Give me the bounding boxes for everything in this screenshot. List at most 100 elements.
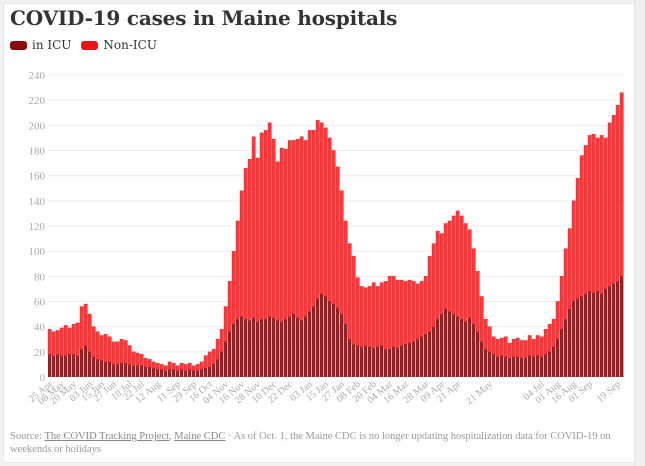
bar-icu[interactable] [240, 316, 244, 377]
bar-icu[interactable] [448, 311, 452, 377]
bar-icu[interactable] [256, 321, 260, 377]
bar-non-icu[interactable] [399, 279, 404, 346]
bar-icu[interactable] [584, 293, 588, 377]
bar-non-icu[interactable] [239, 190, 244, 317]
bar-icu[interactable] [620, 276, 624, 377]
bar-non-icu[interactable] [95, 331, 100, 360]
bar-non-icu[interactable] [279, 147, 284, 322]
bar-non-icu[interactable] [187, 362, 192, 370]
bar-icu[interactable] [80, 349, 84, 377]
bar-icu[interactable] [284, 319, 288, 377]
bar-non-icu[interactable] [407, 279, 412, 344]
bar-non-icu[interactable] [259, 132, 264, 320]
bar-non-icu[interactable] [319, 122, 324, 295]
bar-icu[interactable] [276, 320, 280, 377]
bar-non-icu[interactable] [71, 323, 76, 355]
bar-icu[interactable] [52, 355, 56, 377]
bar-icu[interactable] [260, 319, 264, 377]
bar-non-icu[interactable] [307, 130, 312, 312]
bar-non-icu[interactable] [551, 318, 556, 348]
legend-item-icu[interactable]: in ICU [10, 38, 71, 52]
bar-non-icu[interactable] [587, 135, 592, 292]
bar-icu[interactable] [332, 304, 336, 377]
bar-non-icu[interactable] [555, 301, 560, 340]
bar-icu[interactable] [164, 370, 168, 377]
bar-non-icu[interactable] [151, 361, 156, 369]
bar-icu[interactable] [344, 324, 348, 377]
bar-icu[interactable] [232, 324, 236, 377]
bar-non-icu[interactable] [607, 122, 612, 287]
bar-non-icu[interactable] [51, 331, 56, 356]
bar-icu[interactable] [300, 320, 304, 377]
bar-icu[interactable] [204, 368, 208, 377]
bar-non-icu[interactable] [283, 149, 288, 320]
bar-non-icu[interactable] [427, 255, 432, 332]
bar-icu[interactable] [308, 311, 312, 377]
bar-icu[interactable] [84, 345, 88, 377]
bar-non-icu[interactable] [591, 133, 596, 293]
bar-icu[interactable] [72, 354, 76, 377]
bar-non-icu[interactable] [363, 287, 368, 346]
bar-icu[interactable] [424, 334, 428, 377]
bar-icu[interactable] [280, 321, 284, 377]
bar-non-icu[interactable] [431, 243, 436, 327]
bar-non-icu[interactable] [463, 223, 468, 322]
bar-icu[interactable] [616, 281, 620, 377]
bar-non-icu[interactable] [251, 136, 256, 319]
bar-non-icu[interactable] [567, 228, 572, 310]
bar-icu[interactable] [532, 356, 536, 377]
bar-non-icu[interactable] [547, 323, 552, 353]
bar-icu[interactable] [564, 319, 568, 377]
bar-icu[interactable] [264, 319, 268, 377]
bar-non-icu[interactable] [199, 361, 204, 370]
bar-icu[interactable] [180, 369, 184, 377]
bar-icu[interactable] [608, 286, 612, 377]
bar-non-icu[interactable] [99, 335, 104, 361]
bar-non-icu[interactable] [131, 351, 136, 366]
bar-non-icu[interactable] [119, 339, 124, 364]
bar-non-icu[interactable] [347, 243, 352, 340]
bar-non-icu[interactable] [523, 340, 528, 359]
bar-non-icu[interactable] [275, 161, 280, 321]
bar-non-icu[interactable] [575, 177, 580, 300]
bar-non-icu[interactable] [583, 145, 588, 295]
bar-icu[interactable] [428, 331, 432, 377]
bar-icu[interactable] [416, 339, 420, 377]
bar-non-icu[interactable] [311, 130, 316, 307]
bar-non-icu[interactable] [335, 166, 340, 308]
bar-icu[interactable] [496, 356, 500, 377]
bar-icu[interactable] [64, 355, 68, 377]
bar-icu[interactable] [312, 306, 316, 377]
bar-icu[interactable] [212, 364, 216, 377]
bar-non-icu[interactable] [255, 157, 260, 322]
bar-icu[interactable] [528, 355, 532, 377]
bar-icu[interactable] [288, 316, 292, 377]
bar-non-icu[interactable] [479, 296, 484, 342]
bar-icu[interactable] [400, 345, 404, 377]
bar-icu[interactable] [244, 319, 248, 377]
bar-non-icu[interactable] [419, 281, 424, 337]
bar-non-icu[interactable] [183, 364, 188, 371]
bar-icu[interactable] [556, 339, 560, 377]
bar-icu[interactable] [576, 298, 580, 377]
bar-icu[interactable] [192, 370, 196, 377]
bar-non-icu[interactable] [467, 229, 472, 319]
bar-non-icu[interactable] [571, 200, 576, 302]
bar-non-icu[interactable] [331, 150, 336, 305]
bar-non-icu[interactable] [235, 220, 240, 320]
bar-icu[interactable] [600, 293, 604, 377]
bar-non-icu[interactable] [287, 140, 292, 317]
bar-icu[interactable] [124, 363, 128, 377]
bar-icu[interactable] [268, 316, 272, 377]
bar-icu[interactable] [460, 319, 464, 377]
bar-non-icu[interactable] [227, 281, 232, 332]
bar-non-icu[interactable] [75, 322, 80, 356]
bar-non-icu[interactable] [535, 335, 540, 356]
bar-icu[interactable] [224, 341, 228, 377]
bar-icu[interactable] [76, 355, 80, 377]
bar-icu[interactable] [380, 345, 384, 377]
bar-icu[interactable] [456, 316, 460, 377]
bar-icu[interactable] [408, 343, 412, 377]
bar-non-icu[interactable] [487, 326, 492, 353]
bar-icu[interactable] [536, 355, 540, 377]
